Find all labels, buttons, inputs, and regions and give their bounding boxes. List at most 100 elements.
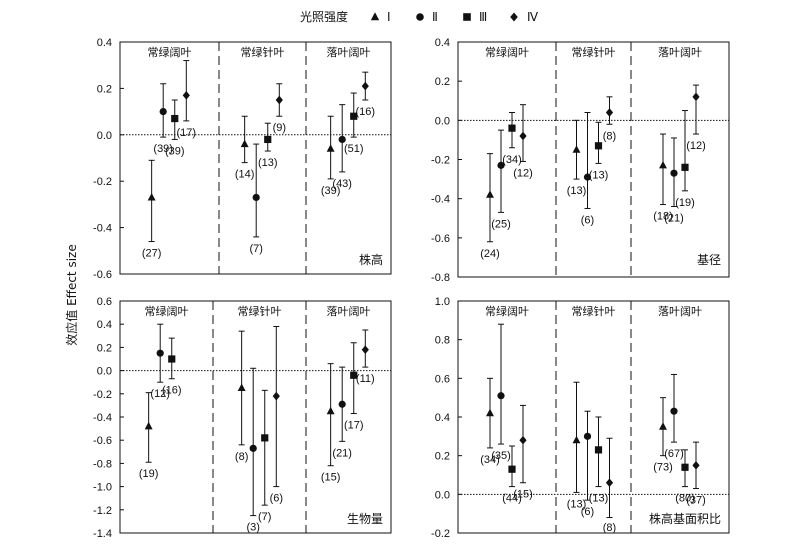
y-tick-label: 0.2: [435, 76, 450, 88]
sample-size-label: (16): [162, 385, 182, 397]
y-tick-label: -1.0: [93, 482, 112, 494]
sample-size-label: (18): [653, 211, 673, 223]
group-label: 常绿阔叶: [145, 304, 189, 318]
legend: 光照强度 Ⅰ Ⅱ Ⅲ Ⅳ: [300, 9, 538, 24]
data-point-triangle: [237, 383, 246, 392]
sample-size-label: (39): [153, 143, 173, 155]
data-point-square: [261, 434, 269, 442]
y-tick-label: -0.4: [93, 412, 112, 424]
sample-size-label: (27): [142, 248, 162, 260]
sample-size-label: (17): [344, 420, 364, 432]
y-tick-label: 0.2: [97, 342, 112, 354]
data-point-square: [350, 112, 358, 120]
sample-size-label: (12): [150, 388, 170, 400]
panel-4: -0.2 0.0 0.2 0.4 0.6 0.8 1.0 常绿阔叶 常绿针叶 落叶阔叶株高基面积比…: [431, 296, 730, 540]
group-label: 落叶阔叶: [327, 305, 371, 318]
data-point-triangle: [326, 406, 335, 415]
sample-size-label: (19): [139, 468, 159, 480]
sample-size-label: (9): [273, 122, 286, 134]
group-label: 常绿针叶: [572, 45, 616, 59]
data-point-diamond: [692, 461, 700, 470]
group-label: 常绿阔叶: [485, 304, 529, 318]
legend-marker-3: [463, 13, 471, 21]
sample-size-label: (21): [332, 447, 352, 459]
y-tick-label: 0.6: [435, 373, 450, 385]
y-tick-label: -0.8: [431, 272, 450, 284]
data-point-circle: [583, 432, 592, 440]
data-point-circle: [156, 349, 164, 357]
y-tick-label: -0.2: [431, 155, 450, 167]
data-point-diamond: [361, 81, 369, 91]
data-point-circle: [497, 161, 505, 169]
y-tick-label: 0.2: [97, 83, 112, 95]
legend-marker-1: [370, 12, 380, 21]
y-tick-label: 0.4: [435, 412, 450, 424]
y-tick-label: 0.0: [97, 366, 112, 378]
sample-size-label: (67): [664, 448, 684, 460]
panel-title: 株高基面积比: [649, 511, 721, 526]
group-label: 落叶阔叶: [658, 46, 702, 59]
data-point-circle: [497, 392, 505, 400]
sample-size-label: (11): [356, 373, 375, 385]
data-point-diamond: [605, 478, 614, 488]
data-point-triangle: [659, 422, 667, 430]
sample-size-label: (34): [480, 454, 500, 466]
data-point-circle: [670, 169, 678, 177]
y-tick-label: -0.8: [93, 458, 112, 470]
data-point-circle: [338, 135, 346, 144]
y-tick-label: -0.4: [93, 223, 112, 235]
sample-size-label: (21): [664, 213, 684, 225]
data-point-circle: [252, 193, 260, 202]
sample-size-label: (39): [321, 185, 341, 197]
legend-label-3: Ⅲ: [479, 10, 487, 24]
sample-size-label: (35): [491, 450, 511, 462]
sample-size-label: (25): [491, 218, 511, 230]
legend-title: 光照强度: [300, 9, 348, 24]
sample-size-label: (73): [653, 462, 673, 474]
group-label: 落叶阔叶: [327, 46, 371, 59]
plot-frame: [119, 41, 392, 275]
y-tick-label: 0.0: [97, 130, 112, 142]
y-tick-label: 1.0: [435, 296, 450, 308]
data-point-diamond: [275, 95, 283, 105]
sample-size-label: (80): [675, 493, 695, 505]
y-tick-label: -1.2: [93, 505, 112, 517]
y-tick-label: -0.4: [431, 194, 450, 206]
legend-label-1: Ⅰ: [387, 10, 391, 24]
plot-frame: [457, 41, 730, 278]
sample-size-label: (13): [567, 498, 587, 510]
sample-size-label: (8): [235, 451, 248, 463]
data-point-circle: [159, 108, 167, 116]
sample-size-label: (8): [603, 130, 616, 142]
sample-size-label: (17): [177, 127, 197, 139]
group-label: 常绿阔叶: [148, 45, 192, 59]
data-point-diamond: [692, 92, 700, 102]
sample-size-label: (12): [686, 140, 706, 152]
sample-size-label: (12): [513, 167, 533, 179]
sample-size-label: (34): [502, 154, 522, 166]
sample-size-label: (51): [344, 143, 364, 155]
panel-3: -1.4 -1.2 -1.0 -0.8 -0.6 -0.4 -0.2 0.0 0.2 0.4 0.6…: [93, 296, 392, 540]
sample-size-label: (13): [589, 493, 609, 505]
data-point-circle: [338, 400, 346, 408]
sample-size-label: (16): [356, 106, 376, 118]
sample-size-label: (7): [249, 243, 262, 255]
y-tick-label: -0.2: [93, 389, 112, 401]
data-point-square: [171, 114, 179, 123]
data-point-triangle: [326, 144, 335, 152]
data-point-triangle: [144, 421, 153, 430]
y-tick-label: 0.4: [435, 37, 450, 49]
sample-size-label: (13): [567, 185, 587, 197]
data-point-triangle: [486, 190, 494, 198]
data-point-square: [508, 124, 516, 132]
data-point-diamond: [272, 391, 280, 401]
sample-size-label: (13): [258, 157, 278, 169]
sample-size-label: (15): [321, 472, 341, 484]
sample-size-label: (44): [502, 493, 522, 505]
sample-size-label: (13): [589, 169, 609, 181]
data-point-square: [681, 463, 689, 471]
